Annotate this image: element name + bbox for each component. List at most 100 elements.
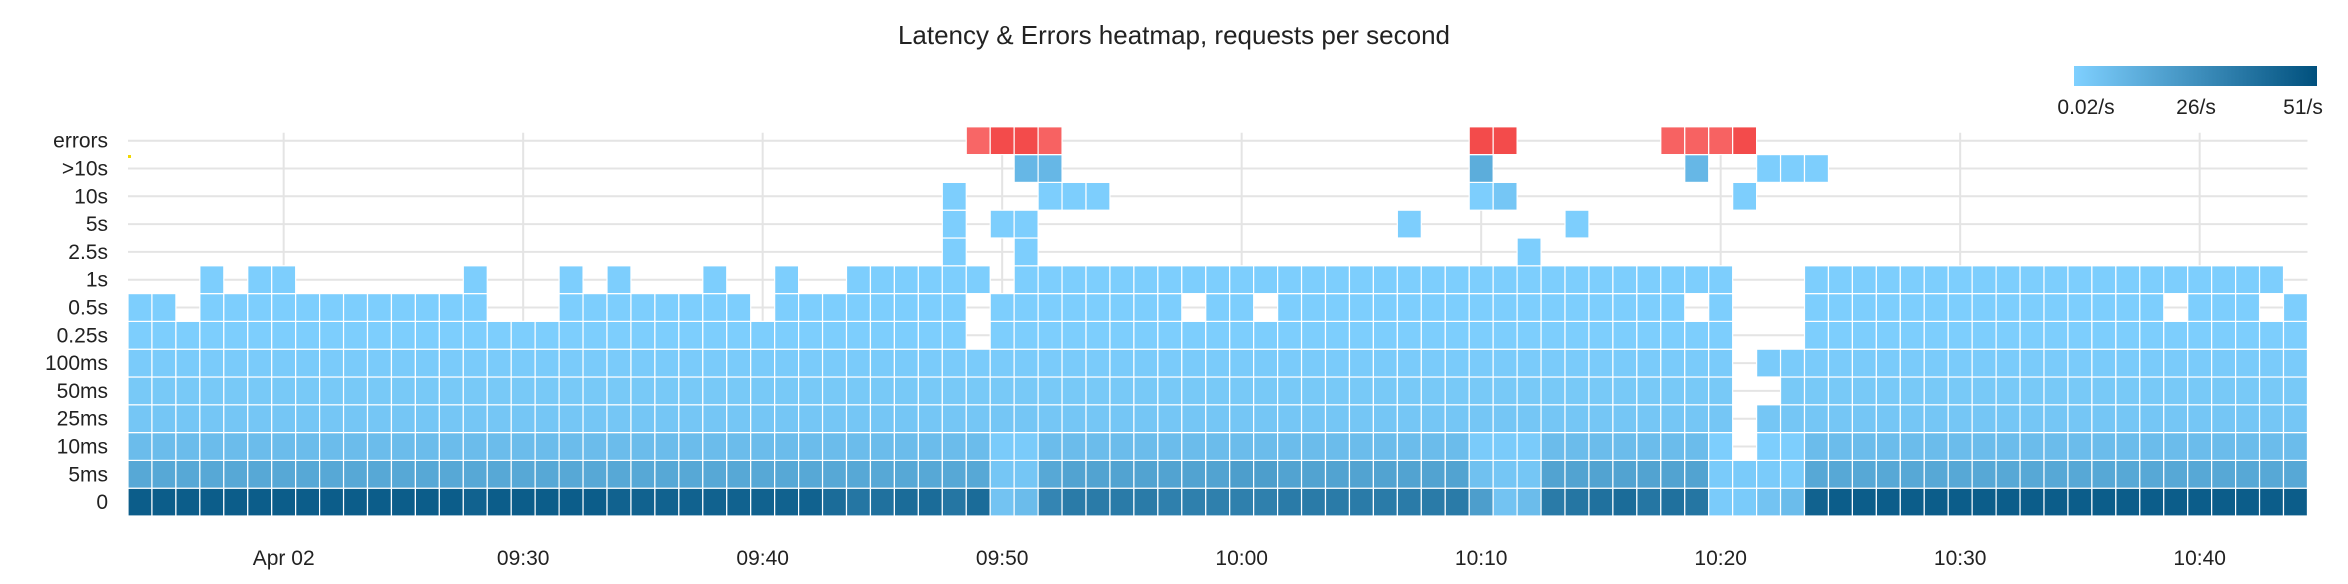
heatmap-cell	[366, 293, 393, 323]
heatmap-cell	[1037, 487, 1063, 517]
heatmap-cell	[1899, 348, 1925, 378]
heatmap-cell	[989, 376, 1015, 406]
heatmap-cell	[1875, 432, 1901, 462]
heatmap-cell	[1588, 404, 1614, 434]
heatmap-cell	[366, 487, 393, 517]
heatmap-cell	[821, 376, 848, 406]
heatmap-cell	[726, 459, 752, 489]
x-tick-label: 09:50	[976, 547, 1029, 570]
heatmap-cell	[797, 293, 824, 323]
heatmap-cell	[1372, 432, 1398, 462]
heatmap-cell	[797, 487, 824, 517]
heatmap-cell	[175, 376, 201, 406]
heatmap-error-cell	[1468, 126, 1494, 156]
error-row-marker	[128, 155, 131, 158]
heatmap-cell	[2091, 348, 2117, 378]
heatmap-cell	[1660, 265, 1686, 295]
heatmap-cell	[2043, 320, 2069, 350]
heatmap-cell	[342, 348, 369, 378]
heatmap-cell	[654, 376, 680, 406]
heatmap-cell	[366, 459, 393, 489]
heatmap-cell	[438, 487, 464, 517]
y-tick-label: 5ms	[68, 463, 108, 486]
heatmap-cell	[1013, 404, 1039, 434]
heatmap-cell	[1827, 320, 1853, 350]
heatmap-cell	[893, 293, 919, 323]
heatmap-cell	[869, 293, 896, 323]
heatmap-cell	[941, 348, 967, 378]
heatmap-cell	[1181, 320, 1207, 350]
heatmap-cell	[1684, 487, 1710, 517]
heatmap-cell	[1133, 293, 1159, 323]
heatmap-cell	[175, 320, 201, 350]
heatmap-cell	[319, 459, 345, 489]
heatmap-cell	[1061, 348, 1087, 378]
heatmap-cell	[1229, 293, 1255, 323]
heatmap-cell	[1851, 404, 1877, 434]
heatmap-cell	[2043, 376, 2069, 406]
heatmap-cell	[1708, 404, 1734, 434]
heatmap-cell	[1300, 376, 1327, 406]
heatmap-cell	[893, 348, 919, 378]
heatmap-cell	[941, 293, 967, 323]
heatmap-cell	[2091, 459, 2117, 489]
heatmap-cell	[941, 487, 967, 517]
heatmap-cell	[319, 376, 345, 406]
heatmap-cell	[558, 404, 584, 434]
heatmap-cell	[1971, 265, 1997, 295]
heatmap-cell	[917, 459, 943, 489]
heatmap-cell	[223, 320, 249, 350]
heatmap-cell	[1947, 487, 1973, 517]
heatmap-cell	[2139, 265, 2165, 295]
heatmap-cell	[630, 404, 656, 434]
y-tick-label: 5s	[86, 213, 108, 236]
heatmap-cell	[821, 320, 848, 350]
heatmap-cell	[678, 404, 704, 434]
heatmap-cell	[271, 432, 297, 462]
heatmap-cell	[1061, 293, 1087, 323]
heatmap-cell	[414, 432, 440, 462]
heatmap-cell	[1588, 348, 1614, 378]
heatmap-cell	[1995, 320, 2021, 350]
heatmap-cell	[845, 265, 872, 295]
heatmap-cell	[630, 376, 656, 406]
heatmap-cell	[1348, 293, 1374, 323]
heatmap-cell	[1612, 404, 1638, 434]
heatmap-cell	[1636, 265, 1662, 295]
heatmap-cell	[1636, 293, 1662, 323]
heatmap-cell	[2139, 459, 2165, 489]
heatmap-cell	[1157, 265, 1183, 295]
heatmap-cell	[175, 432, 201, 462]
heatmap-cell	[1492, 487, 1518, 517]
heatmap-cell	[1684, 404, 1710, 434]
heatmap-cell	[1803, 348, 1830, 378]
heatmap-cells	[127, 126, 2309, 517]
heatmap-cell	[390, 376, 417, 406]
heatmap-cell	[702, 293, 728, 323]
heatmap-cell	[1420, 293, 1446, 323]
heatmap-cell	[1109, 320, 1135, 350]
heatmap-cell	[438, 320, 464, 350]
heatmap-cell	[869, 376, 896, 406]
heatmap-cell	[1468, 376, 1494, 406]
heatmap-cell	[797, 432, 824, 462]
heatmap-cell	[1061, 404, 1087, 434]
heatmap-cell	[1420, 487, 1446, 517]
heatmap-cell	[558, 348, 584, 378]
heatmap-cell	[1612, 487, 1638, 517]
heatmap-cell	[1827, 265, 1853, 295]
heatmap-cell	[414, 487, 440, 517]
y-tick-label: >10s	[62, 158, 108, 181]
heatmap-cell	[1684, 154, 1710, 184]
heatmap-cell	[1564, 376, 1590, 406]
heatmap-cell	[1947, 459, 1973, 489]
heatmap-cell	[750, 459, 776, 489]
heatmap-cell	[1684, 432, 1710, 462]
heatmap-cell	[1348, 459, 1374, 489]
heatmap-cell	[654, 487, 680, 517]
heatmap-cell	[1540, 320, 1566, 350]
heatmap-cell	[486, 320, 512, 350]
heatmap-cell	[845, 432, 872, 462]
heatmap-cell	[654, 348, 680, 378]
y-tick-label: 25ms	[57, 408, 108, 431]
